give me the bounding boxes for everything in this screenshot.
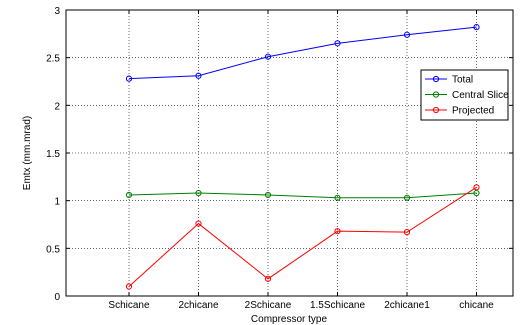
y-tick-label: 2.5 — [46, 54, 60, 65]
x-tick-label: 2chicane1 — [384, 300, 430, 311]
data-point-central-slice — [195, 189, 202, 197]
data-point-total — [403, 31, 411, 38]
x-axis-title: Compressor type — [251, 314, 328, 325]
data-point-projected — [264, 275, 272, 282]
data-point-projected — [403, 229, 411, 236]
data-point-projected — [125, 283, 133, 290]
legend-marker-central-slice — [432, 91, 440, 98]
series-central-slice — [125, 189, 480, 201]
legend: Total Central Slice Projected — [420, 69, 509, 121]
x-tick-label: 2Schicane — [245, 300, 292, 311]
x-tick-label: 2chicane — [178, 300, 218, 311]
data-point-projected — [473, 184, 480, 191]
series-line-total — [128, 26, 477, 80]
data-point-central-slice — [403, 194, 411, 201]
data-point-central-slice — [334, 194, 341, 201]
data-point-total — [125, 75, 133, 82]
y-tick-label: 1.5 — [46, 149, 60, 160]
y-tick-label: 3 — [54, 6, 60, 17]
y-tick-label: 0.5 — [46, 244, 60, 255]
x-tick-label: Schicane — [108, 300, 150, 311]
y-tick-label: 2 — [54, 101, 60, 112]
y-axis-title: Emtx (mm.mrad) — [22, 116, 33, 190]
data-point-projected — [334, 228, 341, 235]
data-point-projected — [195, 220, 202, 227]
axis-ticks: Schicane 2chicane 2Schicane 1.5Schicane 2chi… — [46, 6, 513, 311]
x-tick-label: chicane — [459, 300, 494, 311]
series-projected — [125, 184, 480, 290]
series-line-central-slice — [128, 192, 477, 199]
series-total — [125, 24, 480, 82]
series-layer — [125, 24, 480, 290]
y-tick-label: 0 — [54, 292, 60, 303]
legend-marker-projected — [432, 106, 440, 114]
legend-marker-total — [432, 75, 440, 83]
data-point-central-slice — [264, 191, 272, 199]
data-point-total — [473, 24, 480, 31]
data-point-total — [195, 72, 202, 79]
data-point-central-slice — [473, 189, 480, 197]
data-point-total — [264, 53, 272, 60]
legend-label-total: Total — [452, 75, 473, 86]
data-point-central-slice — [125, 191, 133, 199]
data-point-total — [334, 40, 341, 47]
legend-label-central-slice: Central Slice — [452, 90, 509, 101]
y-tick-label: 1 — [54, 197, 60, 208]
legend-label-projected: Projected — [452, 106, 494, 117]
series-line-projected — [128, 186, 477, 287]
x-tick-label: 1.5Schicane — [310, 300, 365, 311]
